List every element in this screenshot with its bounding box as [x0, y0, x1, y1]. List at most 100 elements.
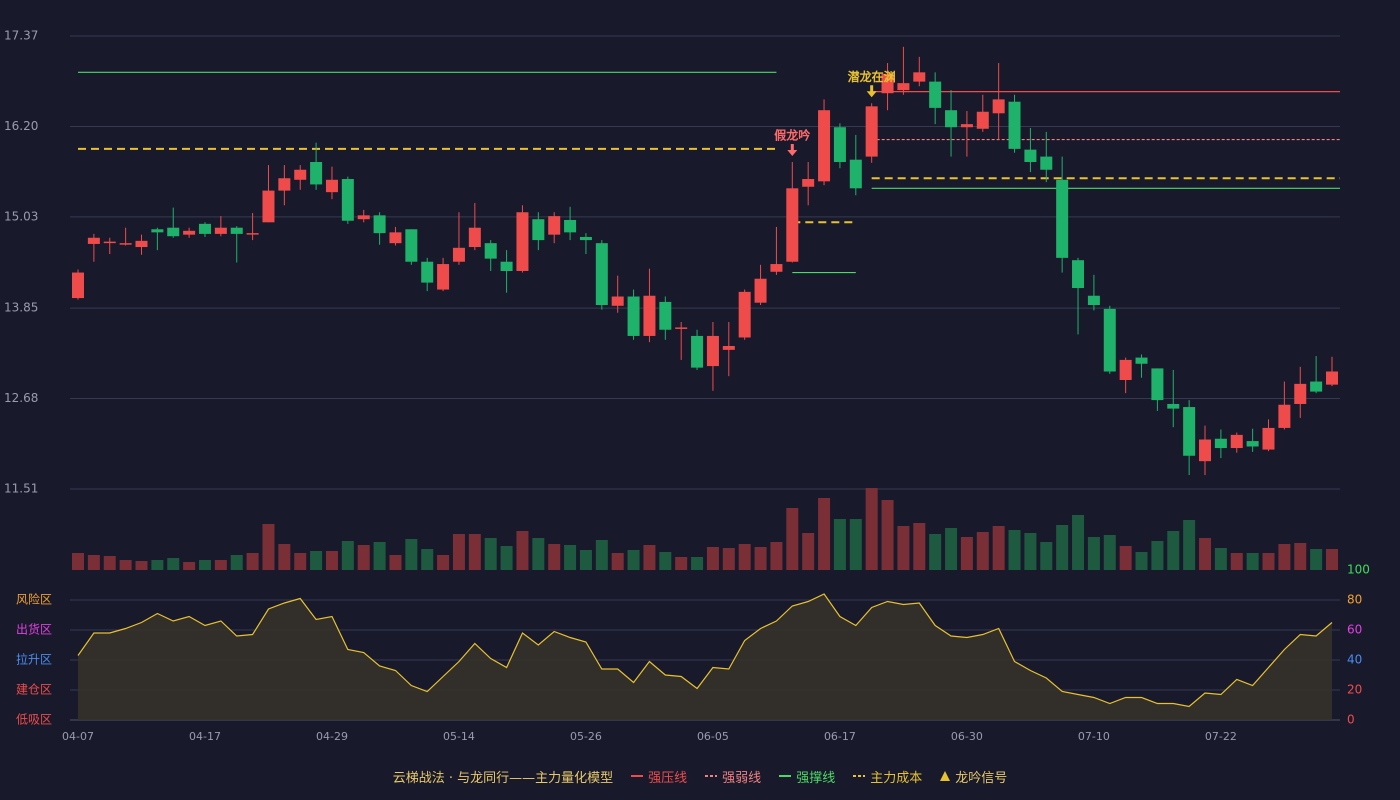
volume-bar — [294, 553, 307, 570]
volume-bar — [564, 545, 577, 570]
volume-bar — [992, 526, 1005, 570]
volume-bar — [818, 498, 831, 570]
legend-item: 强撑线 — [779, 767, 835, 786]
candle-body — [389, 232, 402, 244]
y-tick-label: 11.51 — [4, 482, 38, 496]
volume-bar — [659, 552, 672, 570]
candle-body — [373, 215, 386, 234]
candle-body — [468, 227, 481, 248]
volume-bar — [548, 544, 561, 570]
volume-bar — [738, 544, 751, 570]
candle-body — [87, 237, 100, 244]
volume-bar — [1087, 537, 1100, 570]
volume-bar — [675, 557, 688, 570]
candle-body — [818, 110, 831, 182]
volume-bar — [1151, 541, 1164, 570]
volume-bar — [881, 500, 894, 570]
candle-body — [325, 179, 338, 193]
candle-body — [214, 227, 227, 234]
legend-text: 龙吟信号 — [955, 770, 1008, 786]
legend-title: 云梯战法 · 与龙同行——主力量化模型 — [393, 767, 613, 786]
candle-body — [929, 81, 942, 108]
candle-body — [945, 110, 958, 128]
volume-bar — [87, 555, 100, 570]
candle-body — [1294, 383, 1307, 404]
candle-body — [119, 243, 132, 245]
candle-body — [1056, 179, 1069, 258]
candle-body — [1246, 441, 1259, 447]
candle-body — [310, 162, 323, 185]
volume-bar — [754, 547, 767, 570]
candle-body — [722, 345, 735, 350]
volume-bar — [452, 534, 465, 570]
y-tick-label: 13.85 — [4, 301, 38, 315]
candle-body — [643, 295, 656, 336]
candle-body — [913, 72, 926, 82]
volume-bar — [103, 556, 116, 570]
volume-bar — [262, 524, 275, 570]
candle-body — [579, 236, 592, 241]
candle-body — [500, 261, 513, 272]
y2-tick-label: 20 — [1347, 683, 1362, 697]
volume-bar — [1246, 553, 1259, 570]
volume-bar — [643, 545, 656, 570]
candle-body — [595, 243, 608, 306]
candle-body — [341, 179, 354, 221]
zone-label: 建仓区 — [16, 683, 52, 697]
volume-bar — [691, 557, 704, 570]
legend-triangle-shape — [940, 771, 951, 781]
x-tick-label: 06-30 — [951, 730, 983, 743]
candle-body — [960, 124, 973, 128]
legend: 云梯战法 · 与龙同行——主力量化模型 强压线 强弱线 强撑线 主力成本 龙吟信号 — [0, 766, 1400, 786]
candle-body — [754, 278, 767, 303]
volume-bar — [214, 560, 227, 570]
candle-body — [897, 83, 910, 91]
legend-text: 强撑线 — [796, 770, 836, 786]
x-tick-label: 04-29 — [316, 730, 348, 743]
candle-body — [865, 106, 878, 157]
candle-body — [1310, 381, 1323, 392]
x-tick-label: 05-14 — [443, 730, 475, 743]
legend-swatch — [631, 775, 644, 777]
volume-bar — [230, 555, 243, 570]
candle-body — [611, 296, 624, 306]
candle-body — [881, 73, 894, 94]
volume-bar — [72, 553, 84, 570]
legend-text: 云梯战法 · 与龙同行——主力量化模型 — [392, 770, 614, 786]
candle-body — [548, 216, 561, 235]
candle-body — [452, 247, 465, 262]
volume-bar — [1040, 542, 1053, 570]
volume-bar — [1024, 533, 1037, 570]
volume-bar — [802, 533, 815, 570]
volume-bar — [516, 531, 529, 570]
candle-body — [1151, 368, 1164, 401]
volume-bar — [1056, 525, 1069, 570]
y2-tick-label: 0 — [1347, 713, 1355, 727]
volume-bar — [929, 534, 942, 570]
legend-swatch — [853, 775, 866, 777]
candle-body — [183, 230, 196, 235]
x-tick-label: 06-17 — [824, 730, 856, 743]
candle-body — [675, 327, 688, 329]
volume-bar — [278, 544, 291, 570]
candle-body — [1214, 438, 1227, 449]
legend-item: 强弱线 — [705, 767, 761, 786]
candle-body — [564, 219, 577, 233]
candle-body — [1119, 359, 1132, 381]
candle-body — [262, 190, 275, 223]
volume-bar — [1230, 553, 1243, 570]
volume-bar — [246, 553, 259, 570]
x-tick-label: 05-26 — [570, 730, 602, 743]
volume-bar — [484, 538, 497, 570]
legend-text: 强压线 — [648, 770, 688, 786]
candle-body — [198, 223, 211, 234]
x-tick-label: 06-05 — [697, 730, 729, 743]
volume-bar — [1183, 520, 1196, 570]
candle-body — [278, 178, 291, 191]
zone-label: 出货区 — [16, 622, 52, 637]
candle-body — [516, 212, 529, 272]
zone-label: 风险区 — [16, 592, 52, 607]
x-tick-label: 07-10 — [1078, 730, 1110, 743]
candle-body — [357, 215, 370, 220]
candle-body — [421, 261, 434, 283]
